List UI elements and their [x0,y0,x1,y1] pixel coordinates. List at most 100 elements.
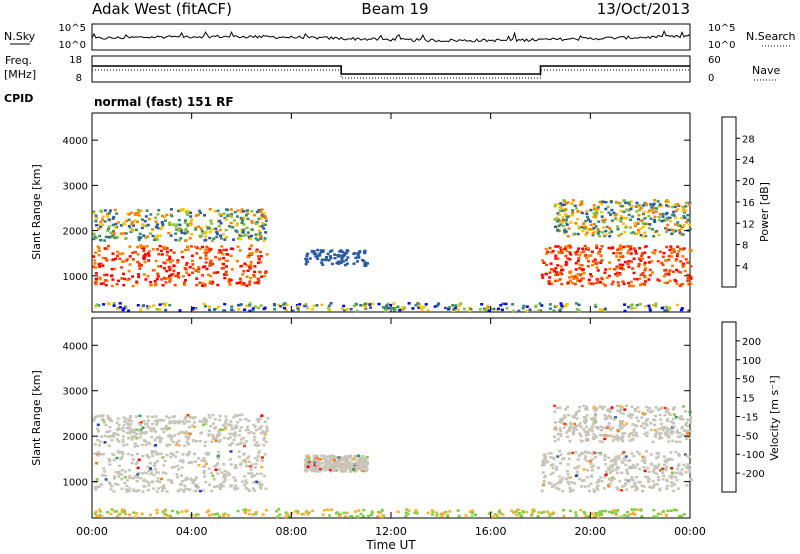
echo-cell [92,237,96,241]
echo-cell [228,282,232,285]
echo-cell [154,225,158,229]
echo-cell [106,244,110,248]
echo-cell [603,454,607,457]
echo-cell [615,486,619,489]
echo-cell [585,419,588,422]
echo-cell [190,233,194,236]
echo-cell [235,215,239,218]
echo-cell [668,219,672,223]
echo-cell [670,471,674,474]
echo-cell [608,482,612,485]
echo-cell [666,308,669,312]
echo-cell [161,427,165,431]
echo-cell [633,508,637,511]
echo-cell [223,309,227,312]
echo-cell [241,437,245,440]
echo-cell [675,431,679,434]
echo-cell [557,250,561,254]
echo-cell [614,272,618,276]
colorbar-tick-label: 15 [742,394,755,405]
echo-cell [687,436,691,439]
echo-cell [96,454,100,457]
echo-cell [296,510,300,513]
echo-cell [170,481,174,485]
echo-cell [595,213,599,216]
echo-cell [185,271,189,274]
echo-cell [212,478,216,481]
echo-cell [588,428,592,431]
echo-cell [224,422,228,425]
echo-cell [553,410,557,413]
echo-cell [245,425,249,429]
echo-cell [665,227,669,230]
echo-cell [674,415,678,419]
echo-cell [162,276,166,280]
echo-cell [220,482,224,485]
echo-cell [207,273,211,277]
echo-cell [327,466,331,469]
echo-cell [641,234,645,238]
echo-cell [623,230,627,234]
echo-cell [570,213,574,217]
echo-cell [569,253,573,256]
echo-cell [681,209,685,213]
echo-cell [569,221,573,224]
echo-cell [177,209,181,213]
echo-cell [681,206,685,209]
echo-cell [137,471,141,475]
echo-cell [117,475,121,478]
echo-cell [568,244,572,247]
echo-cell [584,434,588,437]
echo-cell [223,273,227,276]
echo-cell [603,218,607,221]
echo-cell [246,217,250,221]
echo-cell [354,256,358,260]
echo-cell [653,252,657,255]
echo-cell [339,260,343,264]
echo-cell [163,219,167,222]
echo-cell [93,452,97,455]
echo-cell [259,237,263,240]
echo-cell [223,436,227,440]
echo-cell [222,262,226,266]
echo-cell [262,239,266,242]
echo-cell [655,452,659,455]
echo-cell [319,462,323,466]
echo-cell [305,468,309,471]
echo-cell [614,513,618,516]
echo-cell [95,303,99,306]
echo-cell [149,232,153,235]
echo-cell [616,430,620,433]
echo-cell [197,486,201,489]
echo-cell [265,253,269,256]
echo-cell [336,511,339,514]
echo-cell [621,439,625,443]
echo-cell [628,466,632,469]
echo-cell [686,273,690,276]
echo-cell [248,304,252,307]
echo-cell [601,218,605,222]
echo-cell [326,460,330,463]
echo-cell [192,267,195,270]
echo-cell [168,514,172,518]
echo-cell [190,416,194,419]
echo-cell [197,209,201,212]
echo-cell [580,251,584,254]
echo-cell [323,469,327,472]
echo-cell [616,228,620,231]
echo-cell [183,219,187,222]
echo-cell [623,432,626,435]
echo-cell [660,219,664,223]
echo-cell [204,231,208,235]
echo-cell [179,229,183,232]
echo-cell [306,260,310,263]
echo-cell [253,305,257,308]
echo-cell [609,465,613,468]
echo-cell [128,487,132,490]
echo-cell [105,273,109,277]
echo-cell [167,277,171,280]
echo-cell [576,279,580,283]
echo-cell [142,245,146,248]
echo-cell [123,512,127,516]
echo-cell [624,455,628,458]
